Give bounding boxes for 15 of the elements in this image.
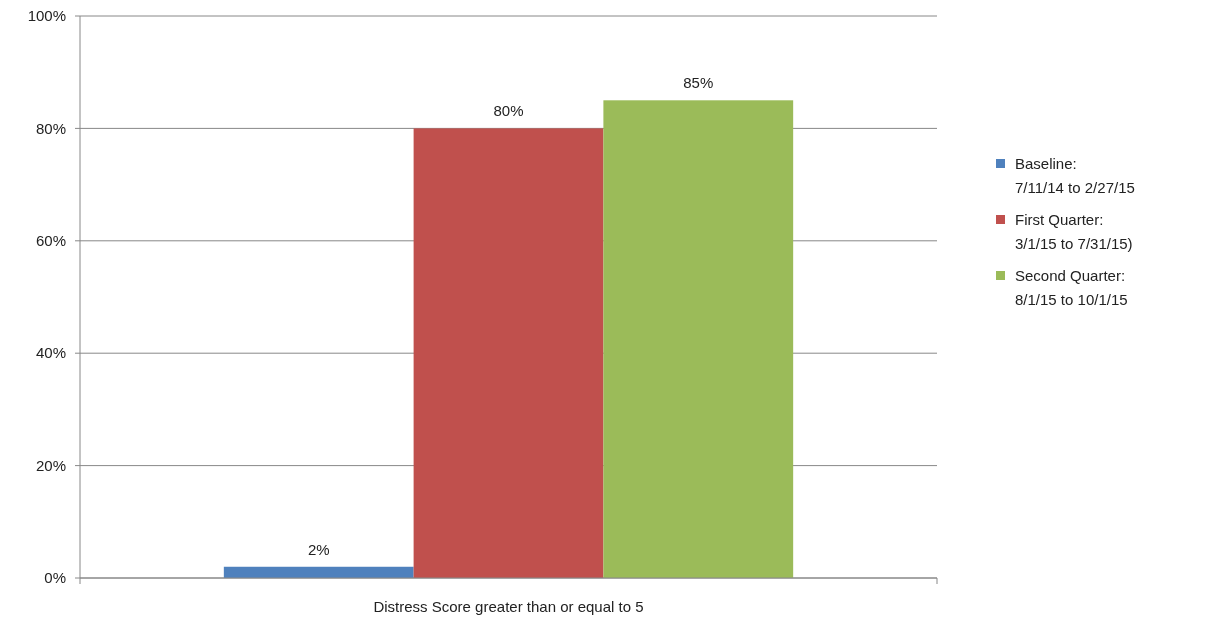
y-tick-label: 0% bbox=[44, 569, 66, 587]
legend-label: Baseline: 7/11/14 to 2/27/15 bbox=[1015, 155, 1135, 196]
bar bbox=[603, 100, 794, 578]
data-label: 2% bbox=[307, 540, 330, 558]
legend-label: Second Quarter: 8/1/15 to 10/1/15 bbox=[1015, 267, 1128, 308]
legend-label: First Quarter: 3/1/15 to 7/31/15) bbox=[1015, 211, 1133, 252]
y-tick-label: 80% bbox=[35, 119, 66, 137]
y-tick-label: 40% bbox=[35, 344, 66, 362]
y-tick-label: 60% bbox=[35, 232, 66, 250]
data-label: 80% bbox=[493, 102, 524, 120]
bar bbox=[413, 128, 604, 578]
x-tick-label: Distress Score greater than or equal to 5 bbox=[373, 598, 644, 615]
y-tick-label: 20% bbox=[35, 456, 66, 474]
y-tick-label: 100% bbox=[27, 7, 66, 25]
data-label: 85% bbox=[683, 74, 714, 92]
